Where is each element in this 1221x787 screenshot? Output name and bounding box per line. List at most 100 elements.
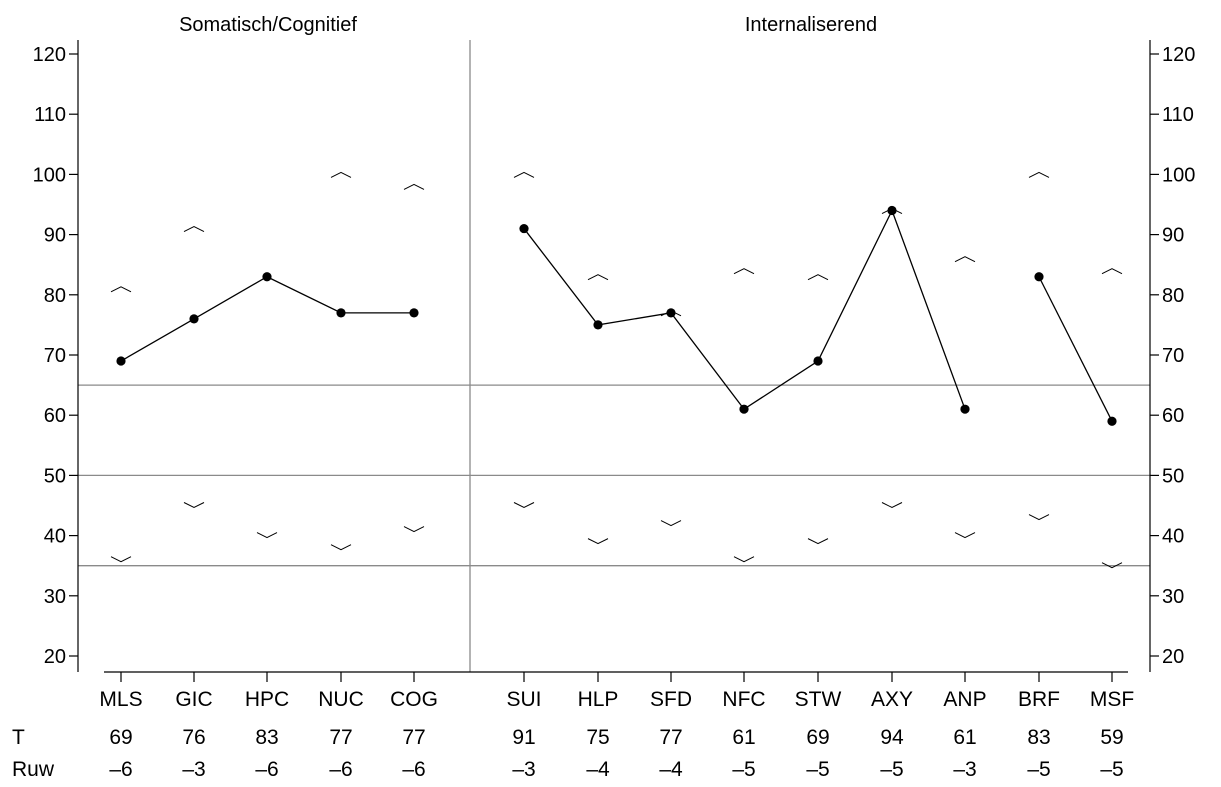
y-tick-label-right: 90	[1162, 225, 1184, 247]
t-score-COG: 77	[402, 726, 425, 749]
data-point-NUC	[336, 308, 346, 318]
y-tick-label-left: 80	[44, 285, 66, 307]
upper-marker-HLP	[587, 274, 609, 281]
raw-score-COG: –6	[402, 758, 425, 781]
raw-score-AXY: –5	[880, 758, 903, 781]
scale-label-HPC: HPC	[245, 688, 289, 711]
data-point-MSF	[1107, 416, 1117, 426]
lower-marker-NFC	[733, 556, 755, 563]
scale-label-MSF: MSF	[1090, 688, 1134, 711]
scale-label-SUI: SUI	[506, 688, 541, 711]
chart-marks: MLS 69 –6 GIC 76 –3 HPC 83 –6 NUC 77 –6 COG 77 –6 SUI 91…	[99, 171, 1134, 781]
t-score-NFC: 61	[732, 726, 755, 749]
y-tick-label-left: 60	[44, 405, 66, 427]
data-point-BRF	[1034, 272, 1044, 282]
data-point-AXY	[887, 205, 897, 216]
y-tick-label-left: 120	[33, 44, 66, 66]
lower-marker-HLP	[587, 538, 609, 545]
y-tick-label-right: 60	[1162, 405, 1184, 427]
upper-marker-MSF	[1101, 268, 1123, 275]
scale-label-SFD: SFD	[650, 688, 692, 711]
t-score-BRF: 83	[1027, 726, 1050, 749]
lower-marker-AXY	[881, 502, 903, 509]
raw-score-SUI: –3	[512, 758, 535, 781]
group-title-somatic: Somatisch/Cognitief	[179, 14, 357, 36]
series-line-1-0	[523, 208, 966, 411]
scale-label-ANP: ANP	[943, 688, 986, 711]
group-title-internalizing: Internaliserend	[745, 14, 877, 36]
raw-score-GIC: –3	[182, 758, 205, 781]
series-line-1-1	[1038, 276, 1113, 422]
scale-label-GIC: GIC	[175, 688, 212, 711]
scale-label-HLP: HLP	[578, 688, 619, 711]
scale-label-COG: COG	[390, 688, 438, 711]
t-score-SUI: 91	[512, 726, 535, 749]
lower-marker-SFD	[660, 520, 682, 527]
upper-marker-MLS	[110, 286, 132, 293]
raw-score-NUC: –6	[329, 758, 352, 781]
data-point-SUI	[519, 223, 529, 234]
scale-label-AXY: AXY	[871, 688, 913, 711]
raw-score-MSF: –5	[1100, 758, 1123, 781]
scale-label-STW: STW	[795, 688, 842, 711]
lower-marker-BRF	[1028, 514, 1050, 521]
scale-label-NFC: NFC	[722, 688, 765, 711]
data-point-STW	[813, 356, 823, 366]
data-point-GIC	[189, 314, 199, 324]
y-tick-label-right: 40	[1162, 526, 1184, 548]
y-tick-label-left: 70	[44, 345, 66, 367]
raw-score-HPC: –6	[255, 758, 278, 781]
t-score-HLP: 75	[586, 726, 609, 749]
t-score-AXY: 94	[880, 726, 904, 749]
y-tick-label-left: 50	[44, 465, 66, 487]
y-tick-label-left: 30	[44, 586, 66, 608]
lower-marker-NUC	[330, 544, 352, 551]
scale-label-BRF: BRF	[1018, 688, 1060, 711]
data-point-NFC	[739, 404, 749, 414]
upper-marker-STW	[807, 274, 829, 281]
lower-marker-MSF	[1101, 562, 1123, 569]
y-tick-label-right: 100	[1162, 164, 1195, 186]
raw-row-label: Ruw	[12, 758, 55, 781]
data-point-HPC	[262, 272, 272, 282]
y-tick-label-left: 90	[44, 225, 66, 247]
lower-marker-HPC	[256, 532, 278, 539]
upper-marker-NFC	[733, 268, 755, 275]
raw-score-SFD: –4	[659, 758, 683, 781]
y-tick-label-left: 100	[33, 164, 66, 186]
lower-marker-STW	[807, 538, 829, 545]
y-tick-label-right: 80	[1162, 285, 1184, 307]
t-score-SFD: 77	[659, 726, 682, 749]
upper-marker-COG	[403, 183, 425, 190]
y-tick-label-right: 50	[1162, 465, 1184, 487]
t-score-MSF: 59	[1100, 726, 1123, 749]
raw-score-STW: –5	[806, 758, 829, 781]
raw-score-ANP: –3	[953, 758, 976, 781]
y-tick-label-right: 70	[1162, 345, 1184, 367]
series-line-0-0	[120, 276, 414, 362]
t-row-label: T	[12, 726, 25, 749]
raw-score-MLS: –6	[109, 758, 132, 781]
axes: 20 20 30 30 40 40 50 50 60 60 70 70 80 80 90 90 100 100 11…	[33, 40, 1195, 673]
data-point-COG	[409, 308, 419, 318]
lower-marker-SUI	[513, 502, 535, 509]
data-point-SFD	[666, 308, 676, 318]
t-score-GIC: 76	[182, 726, 205, 749]
y-tick-label-right: 30	[1162, 586, 1184, 608]
data-point-HLP	[593, 320, 603, 330]
upper-marker-GIC	[183, 226, 205, 233]
t-score-NUC: 77	[329, 726, 352, 749]
data-point-MLS	[116, 356, 126, 366]
data-point-ANP	[960, 404, 970, 414]
t-score-HPC: 83	[255, 726, 278, 749]
upper-marker-SUI	[513, 171, 535, 178]
lower-marker-MLS	[110, 556, 132, 563]
lower-marker-GIC	[183, 502, 205, 509]
lower-marker-ANP	[954, 532, 976, 539]
upper-marker-ANP	[954, 256, 976, 263]
y-tick-label-left: 40	[44, 526, 66, 548]
y-tick-label-right: 120	[1162, 44, 1195, 66]
scale-label-MLS: MLS	[99, 688, 142, 711]
y-tick-label-left: 110	[34, 104, 66, 126]
